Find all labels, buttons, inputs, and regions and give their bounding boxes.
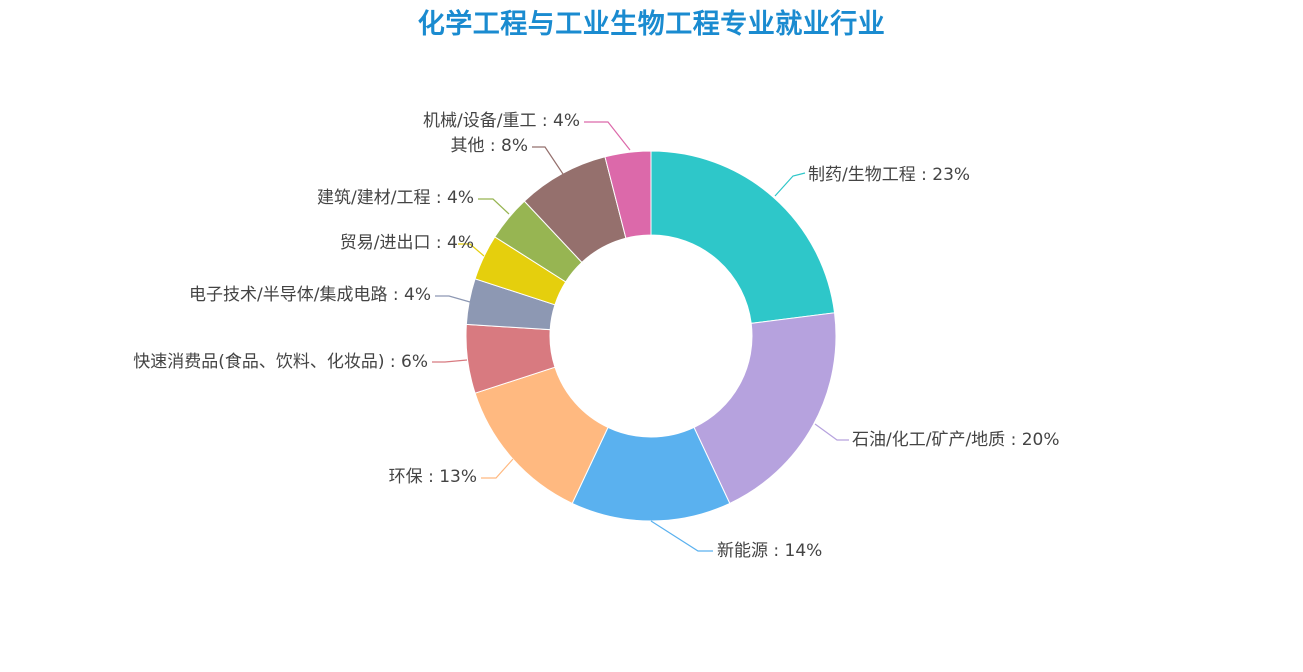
donut-slice[interactable] (650, 150, 836, 324)
slice-label: 制药/生物工程 : 23% (808, 165, 970, 185)
slice-label: 建筑/建材/工程 : 4% (317, 188, 474, 208)
leader-line (532, 146, 564, 175)
leader-line (584, 121, 631, 151)
slice-label: 环保 : 13% (389, 467, 477, 487)
leader-line (432, 359, 468, 363)
slice-label: 快速消费品(食品、饮料、化妆品) : 6% (133, 352, 428, 372)
slice-label: 石油/化工/矿产/地质 : 20% (852, 430, 1060, 450)
slice-label: 新能源 : 14% (717, 541, 822, 561)
slice-labels: 制药/生物工程 : 23% 石油/化工/矿产/地质 : 20% 新能源 : 14% 环… (133, 111, 1059, 561)
leader-line (478, 198, 510, 215)
leader-line (774, 172, 806, 197)
leader-line (435, 295, 471, 303)
label-leader-lines (432, 121, 849, 552)
donut-slice[interactable] (604, 150, 652, 239)
slice-label: 贸易/进出口 : 4% (340, 233, 474, 253)
leader-line (814, 423, 849, 441)
slice-label: 其他 : 8% (450, 136, 528, 156)
leader-line (458, 243, 485, 257)
slice-label: 电子技术/半导体/集成电路 : 4% (189, 285, 431, 305)
leader-line (650, 520, 713, 552)
donut-slice[interactable] (693, 312, 837, 505)
slice-label: 机械/设备/重工 : 4% (423, 111, 580, 131)
donut-slices (465, 150, 837, 522)
chart-title: 化学工程与工业生物工程专业就业行业 (417, 9, 886, 40)
leader-line (481, 458, 514, 479)
